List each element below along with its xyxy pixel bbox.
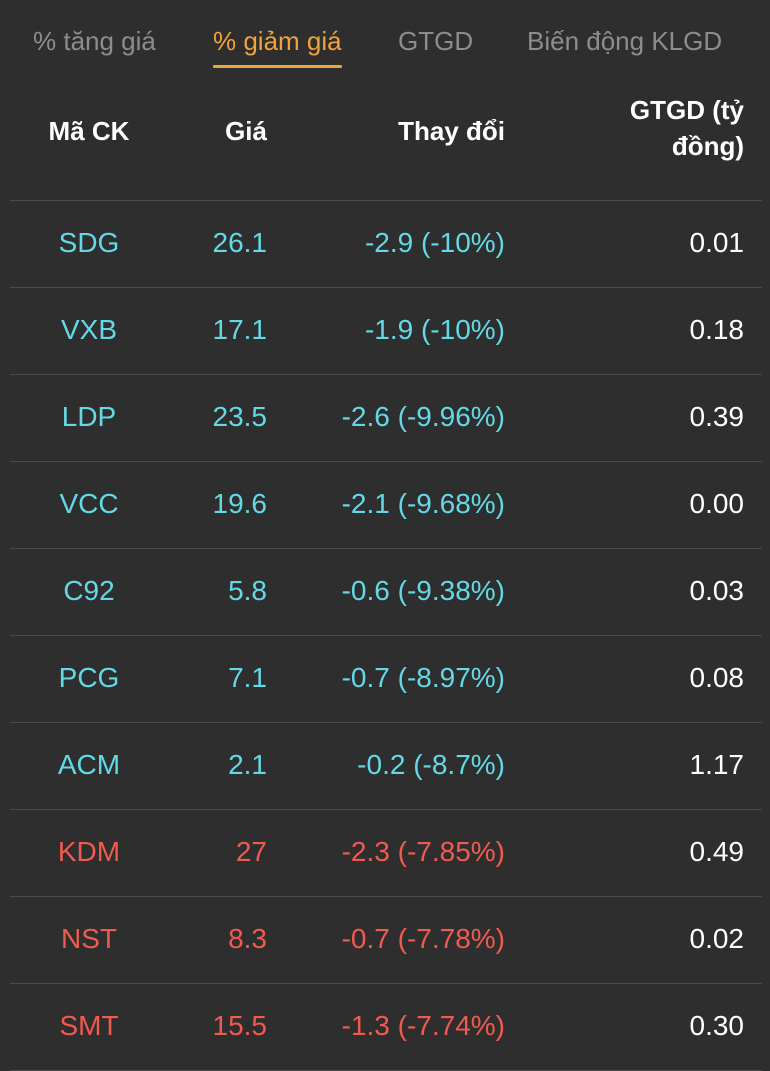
- stock-change: -0.6 (-9.38%): [341, 575, 505, 606]
- stock-trading-value: 0.01: [689, 227, 745, 258]
- stock-symbol[interactable]: SMT: [59, 1010, 119, 1041]
- stock-symbol[interactable]: SDG: [58, 227, 120, 258]
- stock-price: 7.1: [228, 662, 267, 693]
- stock-change: -1.9 (-10%): [364, 314, 505, 345]
- table-row[interactable]: ACM 2.1 -0.2 (-8.7%) 1.17: [10, 723, 762, 810]
- tab-top-losers-label: % giảm giá: [213, 26, 342, 56]
- tab-top-gainers[interactable]: % tăng giá: [33, 26, 156, 56]
- stock-trading-value: 0.00: [689, 488, 745, 519]
- stock-price: 26.1: [212, 227, 268, 258]
- stock-symbol[interactable]: NST: [61, 923, 117, 954]
- stock-symbol[interactable]: KDM: [57, 836, 121, 867]
- stock-change: -2.3 (-7.85%): [341, 836, 505, 867]
- stock-trading-value: 1.17: [689, 749, 745, 780]
- header-symbol: Mã CK: [48, 116, 130, 146]
- table-header: Mã CK Giá Thay đổi GTGD (tỷ đồng): [10, 80, 762, 201]
- tab-volume-change[interactable]: Biến động KLGD: [527, 26, 723, 56]
- stock-price: 8.3: [228, 923, 267, 954]
- stock-price: 17.1: [212, 314, 268, 345]
- header-price: Giá: [225, 116, 267, 146]
- table-row[interactable]: KDM 27 -2.3 (-7.85%) 0.49: [10, 810, 762, 897]
- stock-trading-value: 0.08: [689, 662, 745, 693]
- table-row[interactable]: C92 5.8 -0.6 (-9.38%) 0.03: [10, 549, 762, 636]
- table-row[interactable]: VXB 17.1 -1.9 (-10%) 0.18: [10, 288, 762, 375]
- table-row[interactable]: SMT 15.5 -1.3 (-7.74%) 0.30: [10, 984, 762, 1071]
- stock-price: 5.8: [228, 575, 267, 606]
- stock-price: 23.5: [212, 401, 268, 432]
- header-change: Thay đổi: [398, 116, 505, 146]
- stock-change: -0.7 (-8.97%): [341, 662, 505, 693]
- stock-change: -0.2 (-8.7%): [357, 749, 505, 780]
- stock-change: -2.9 (-10%): [364, 227, 505, 258]
- table-row[interactable]: SDG 26.1 -2.9 (-10%) 0.01: [10, 201, 762, 288]
- stock-trading-value: 0.03: [689, 575, 745, 606]
- stock-change: -2.6 (-9.96%): [341, 401, 505, 432]
- table-row[interactable]: PCG 7.1 -0.7 (-8.97%) 0.08: [10, 636, 762, 723]
- active-tab-indicator: [213, 65, 342, 68]
- stock-symbol[interactable]: ACM: [57, 749, 121, 780]
- stock-price: 15.5: [212, 1010, 268, 1041]
- stock-symbol[interactable]: C92: [63, 575, 115, 606]
- table-row[interactable]: NST 8.3 -0.7 (-7.78%) 0.02: [10, 897, 762, 984]
- table-body: SDG 26.1 -2.9 (-10%) 0.01 VXB 17.1 -1.9 (-10%)…: [10, 201, 762, 1071]
- stock-trading-value: 0.39: [689, 401, 745, 432]
- tab-trading-value[interactable]: GTGD: [398, 26, 474, 56]
- stock-price: 27: [235, 836, 267, 867]
- stock-price: 2.1: [228, 749, 267, 780]
- stock-trading-value: 0.18: [689, 314, 745, 345]
- stock-symbol[interactable]: VXB: [60, 314, 118, 345]
- stock-price: 19.6: [212, 488, 268, 519]
- stock-table: Mã CK Giá Thay đổi GTGD (tỷ đồng) SDG 26.…: [10, 80, 762, 1071]
- tab-bar: % tăng giá % giảm giá GTGD Biến động KLG…: [0, 0, 770, 80]
- stock-trading-value: 0.30: [689, 1010, 745, 1041]
- header-value: GTGD (tỷ đồng): [630, 92, 744, 164]
- stock-symbol[interactable]: LDP: [61, 401, 117, 432]
- stock-symbol[interactable]: VCC: [59, 488, 119, 519]
- stock-change: -0.7 (-7.78%): [341, 923, 505, 954]
- tab-top-losers[interactable]: % giảm giá: [213, 26, 342, 68]
- stock-trading-value: 0.02: [689, 923, 745, 954]
- table-row[interactable]: VCC 19.6 -2.1 (-9.68%) 0.00: [10, 462, 762, 549]
- header-value-line1: GTGD (tỷ: [629, 95, 744, 125]
- stock-trading-value: 0.49: [689, 836, 745, 867]
- table-row[interactable]: LDP 23.5 -2.6 (-9.96%) 0.39: [10, 375, 762, 462]
- header-value-line2: đồng): [671, 131, 744, 161]
- stock-change: -1.3 (-7.74%): [341, 1010, 505, 1041]
- stock-change: -2.1 (-9.68%): [341, 488, 505, 519]
- stock-symbol[interactable]: PCG: [58, 662, 120, 693]
